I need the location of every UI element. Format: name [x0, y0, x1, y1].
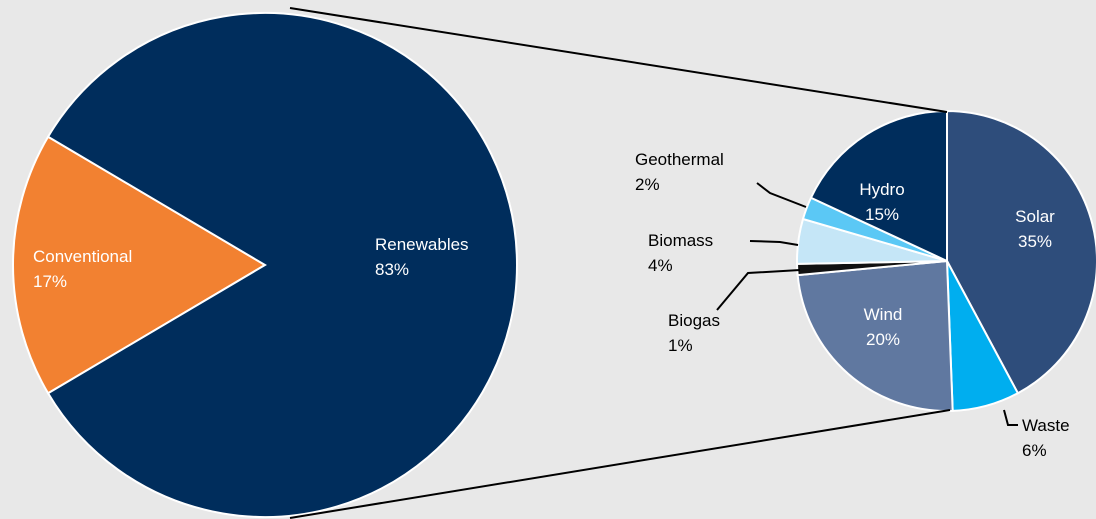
slice-value: 83% — [375, 260, 409, 279]
pie-slice — [12, 135, 267, 395]
slice-name: Biomass — [648, 231, 713, 250]
leader-line — [716, 269, 801, 311]
pie-slice — [809, 109, 948, 263]
slice-label: Solar 35% — [1015, 207, 1055, 251]
slice-name: Wind — [864, 305, 903, 324]
slice-name: Hydro — [859, 180, 904, 199]
slice-label: Wind 20% — [864, 305, 903, 349]
slice-name: Conventional — [33, 247, 132, 266]
slice-name: Biogas — [668, 311, 720, 330]
slice-value: 6% — [1022, 441, 1047, 460]
slice-label: Biomass 4% — [648, 231, 713, 275]
slice-label: Hydro 15% — [859, 180, 904, 224]
leader-line — [1003, 409, 1018, 426]
connector-line — [289, 7, 948, 113]
slice-name: Waste — [1022, 416, 1070, 435]
slice-name: Solar — [1015, 207, 1055, 226]
slice-label: Biogas 1% — [668, 311, 720, 355]
slice-label: Conventional 17% — [33, 247, 132, 291]
slice-label: Geothermal 2% — [635, 150, 724, 194]
slice-name: Geothermal — [635, 150, 724, 169]
slice-value: 15% — [865, 205, 899, 224]
pie-slice — [946, 109, 1096, 395]
pie-slice — [796, 259, 954, 412]
leader-line — [749, 240, 799, 246]
leader-line — [756, 182, 807, 208]
slice-value: 20% — [866, 330, 900, 349]
pie-slice — [46, 12, 518, 518]
slice-value: 17% — [33, 272, 67, 291]
slice-label: Renewables 83% — [375, 235, 469, 279]
connector-line — [289, 409, 951, 519]
slice-name: Renewables — [375, 235, 469, 254]
slice-value: 2% — [635, 175, 660, 194]
slice-value: 4% — [648, 256, 673, 275]
slice-label: Waste 6% — [1022, 416, 1070, 460]
slice-value: 1% — [668, 336, 693, 355]
slice-value: 35% — [1018, 232, 1052, 251]
